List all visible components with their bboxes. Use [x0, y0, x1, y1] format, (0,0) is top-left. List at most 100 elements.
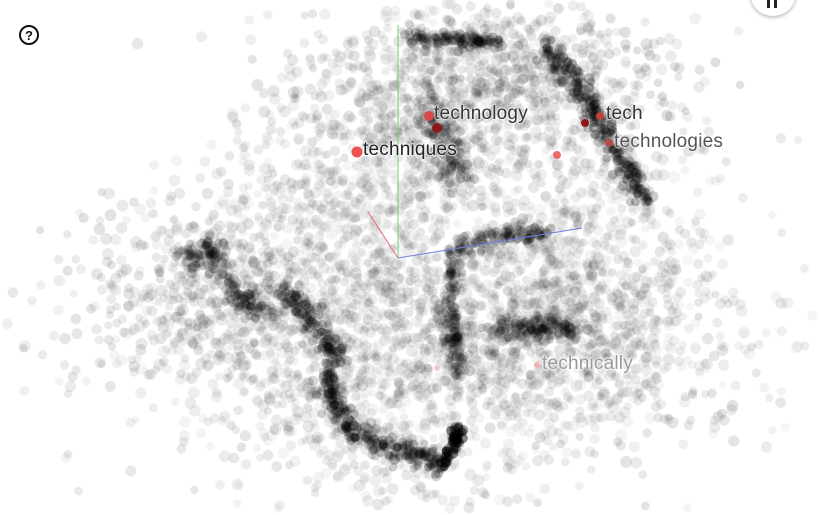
- embedding-point: [419, 323, 431, 335]
- embedding-point: [313, 122, 326, 135]
- embedding-point: [525, 369, 537, 381]
- embedding-point: [599, 240, 610, 251]
- embedding-point: [317, 279, 327, 289]
- embedding-point: [482, 3, 492, 13]
- embedding-point: [525, 27, 535, 37]
- embedding-point: [617, 204, 627, 214]
- embedding-point: [466, 398, 478, 409]
- embedding-point: [356, 176, 368, 189]
- embedding-point: [406, 138, 418, 150]
- embedding-point: [459, 196, 470, 207]
- embedding-point: [701, 358, 713, 370]
- embedding-point: [611, 47, 622, 57]
- embedding-point: [577, 129, 588, 139]
- embedding-point: [807, 310, 818, 321]
- embedding-point: [575, 481, 584, 491]
- embedding-point: [464, 33, 477, 46]
- embedding-point: [493, 251, 503, 261]
- embedding-point: [281, 322, 290, 331]
- embedding-point: [439, 112, 449, 122]
- embedding-point: [475, 69, 484, 77]
- embedding-point: [162, 344, 172, 354]
- embedding-point: [247, 54, 257, 64]
- embedding-point: [482, 464, 491, 473]
- embedding-point: [93, 223, 106, 235]
- embedding-point: [437, 494, 448, 506]
- embedding-point: [331, 65, 342, 76]
- embedding-point: [461, 202, 471, 213]
- embedding-point: [255, 421, 265, 431]
- embedding-point: [363, 66, 373, 77]
- embedding-point: [181, 228, 192, 239]
- embedding-point: [442, 181, 453, 192]
- embedding-point: [469, 424, 479, 435]
- embedding-point: [486, 38, 495, 47]
- embedding-point: [505, 0, 516, 9]
- embedding-point: [552, 78, 562, 88]
- embedding-point: [525, 24, 535, 35]
- embedding-point: [305, 282, 317, 293]
- embedding-point: [440, 203, 451, 214]
- embedding-point: [282, 263, 291, 272]
- embedding-point: [480, 223, 492, 235]
- embedding-point: [531, 17, 541, 27]
- embedding-point: [490, 386, 503, 399]
- embedding-point: [371, 368, 382, 379]
- embedding-point: [372, 498, 384, 511]
- embedding-point: [401, 105, 414, 117]
- embedding-point: [332, 247, 342, 257]
- embedding-point: [491, 207, 501, 218]
- embedding-point: [187, 386, 200, 399]
- embedding-point: [383, 79, 394, 91]
- embedding-point: [539, 483, 551, 495]
- embedding-point: [186, 374, 197, 385]
- embedding-point: [653, 412, 664, 423]
- embedding-point: [715, 241, 725, 251]
- embedding-point: [294, 117, 305, 128]
- embedding-point: [361, 92, 371, 102]
- embedding-point: [377, 101, 388, 112]
- embedding-point: [414, 9, 426, 21]
- embedding-point: [464, 23, 475, 34]
- embedding-point: [590, 249, 601, 261]
- embedding-point: [776, 326, 787, 337]
- embedding-point: [490, 94, 503, 106]
- embedding-point: [653, 275, 665, 288]
- embedding-point: [324, 450, 335, 461]
- embedding-point: [443, 15, 455, 28]
- embedding-point: [500, 20, 511, 30]
- embedding-point: [530, 66, 543, 79]
- embedding-point: [629, 207, 638, 216]
- embedding-point: [615, 235, 628, 248]
- embedding-point: [364, 115, 374, 125]
- embedding-point: [518, 63, 529, 74]
- embedding-point: [145, 197, 157, 209]
- embedding-point: [488, 102, 499, 113]
- embedding-point: [414, 178, 423, 187]
- embedding-point: [430, 232, 442, 245]
- embedding-point: [441, 98, 450, 108]
- embedding-point: [457, 27, 468, 38]
- embedding-point: [478, 202, 488, 211]
- embedding-point: [513, 121, 523, 130]
- embedding-point: [151, 252, 161, 262]
- embedding-point: [519, 73, 529, 83]
- embedding-point: [588, 122, 600, 133]
- embedding-point: [481, 490, 491, 500]
- embedding-point: [477, 142, 487, 153]
- embedding-point: [378, 487, 387, 496]
- embedding-point: [195, 428, 206, 439]
- embedding-point: [424, 170, 434, 180]
- embedding-point: [310, 252, 321, 263]
- embedding-point: [425, 93, 437, 104]
- embedding-point: [405, 55, 414, 64]
- embedding-point: [517, 363, 527, 373]
- embedding-point: [446, 100, 455, 109]
- embedding-point: [265, 269, 277, 281]
- embedding-point: [452, 111, 461, 121]
- embedding-point: [277, 72, 288, 83]
- embedding-point: [425, 153, 434, 162]
- embedding-point: [490, 376, 502, 388]
